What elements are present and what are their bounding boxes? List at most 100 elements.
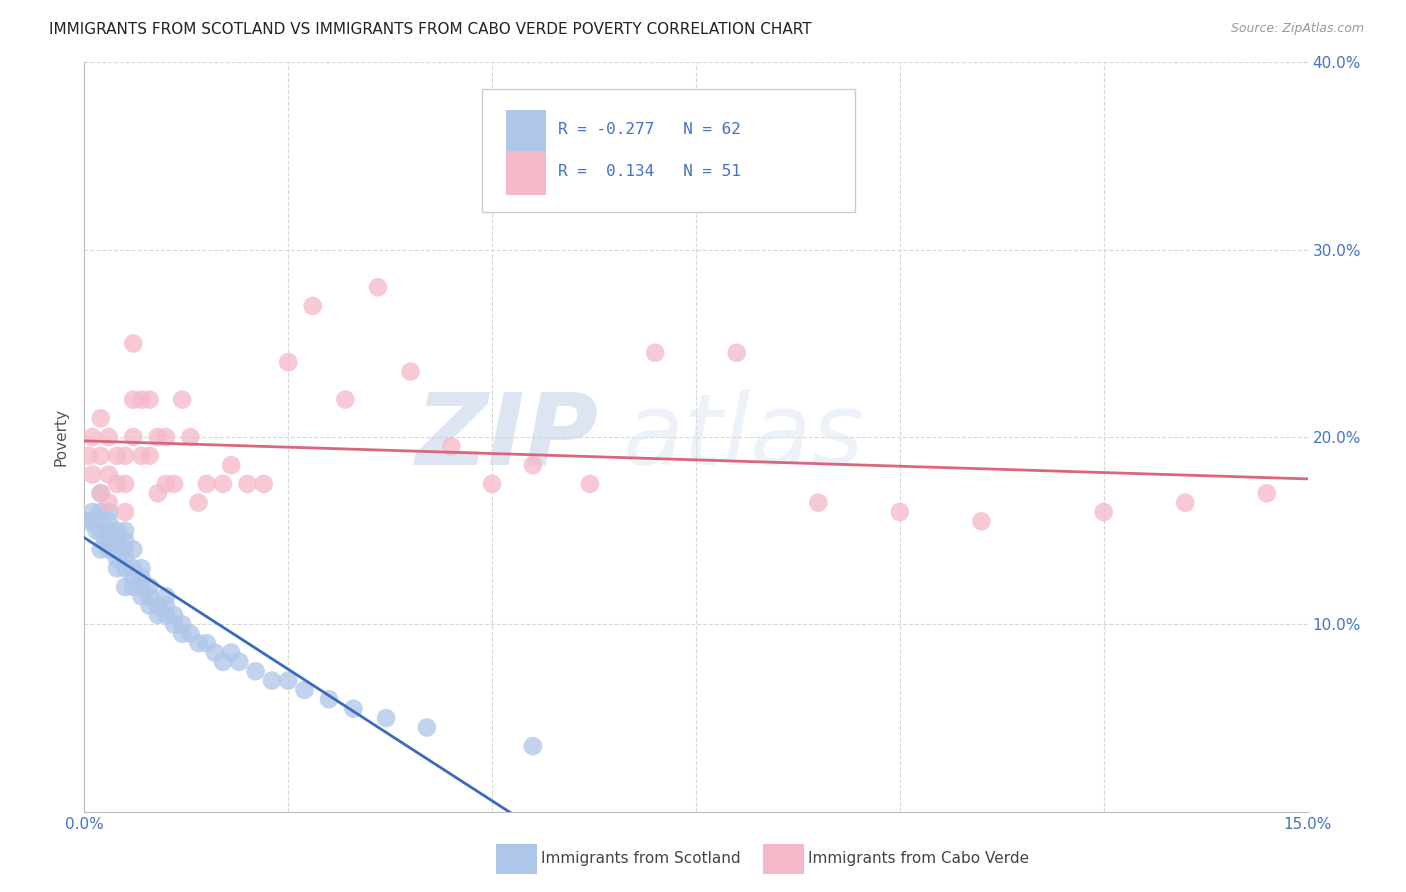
Point [342, 701, 364, 715]
Point [114, 551, 136, 566]
Point [97, 467, 120, 482]
Point [260, 673, 283, 688]
Point [146, 608, 169, 623]
Point [163, 608, 186, 623]
Point [131, 392, 153, 407]
Point [138, 449, 160, 463]
Point [277, 355, 299, 369]
Point [725, 345, 748, 359]
Point [807, 496, 830, 510]
Point [90, 524, 112, 538]
Text: R =  0.134   N = 51: R = 0.134 N = 51 [558, 164, 741, 179]
Point [90, 486, 112, 500]
Point [172, 626, 194, 640]
Point [146, 599, 169, 613]
Point [155, 608, 177, 623]
Point [172, 392, 194, 407]
Point [114, 561, 136, 575]
Point [163, 617, 186, 632]
Point [114, 449, 136, 463]
Point [105, 551, 128, 566]
Point [122, 430, 145, 444]
Point [114, 533, 136, 547]
Point [1174, 496, 1197, 510]
Point [163, 476, 186, 491]
Point [114, 580, 136, 594]
Point [204, 646, 226, 660]
Point [90, 411, 112, 425]
Point [101, 542, 124, 557]
Point [367, 280, 389, 294]
Point [122, 336, 145, 351]
Point [195, 476, 218, 491]
Point [155, 430, 177, 444]
Point [90, 449, 112, 463]
Point [82, 505, 104, 519]
Point [90, 505, 112, 519]
Point [138, 392, 160, 407]
Text: atlas: atlas [623, 389, 865, 485]
Point [155, 590, 177, 604]
Point [146, 430, 169, 444]
Point [138, 580, 160, 594]
Point [253, 476, 276, 491]
Point [219, 458, 242, 473]
Point [277, 673, 299, 688]
Point [146, 486, 169, 500]
Point [97, 505, 120, 519]
Point [77, 449, 100, 463]
Point [82, 430, 104, 444]
FancyBboxPatch shape [506, 151, 546, 195]
Point [1092, 505, 1115, 519]
Y-axis label: Poverty: Poverty [53, 408, 69, 467]
Point [122, 561, 145, 575]
Text: Immigrants from Cabo Verde: Immigrants from Cabo Verde [808, 852, 1029, 866]
Point [212, 476, 235, 491]
Point [131, 561, 153, 575]
Point [301, 299, 323, 313]
Point [114, 476, 136, 491]
Point [375, 711, 398, 725]
Point [644, 345, 666, 359]
Point [131, 571, 153, 585]
Point [131, 590, 153, 604]
Point [122, 571, 145, 585]
Point [97, 524, 120, 538]
Point [155, 476, 177, 491]
Text: IMMIGRANTS FROM SCOTLAND VS IMMIGRANTS FROM CABO VERDE POVERTY CORRELATION CHART: IMMIGRANTS FROM SCOTLAND VS IMMIGRANTS F… [49, 22, 811, 37]
Text: R = -0.277   N = 62: R = -0.277 N = 62 [558, 121, 741, 136]
Point [187, 496, 209, 510]
Point [82, 514, 104, 528]
Point [212, 655, 235, 669]
Point [335, 392, 357, 407]
Point [481, 476, 503, 491]
Text: ZIP: ZIP [415, 389, 598, 485]
Point [97, 514, 120, 528]
Point [105, 561, 128, 575]
Point [122, 392, 145, 407]
Point [82, 467, 104, 482]
Point [114, 524, 136, 538]
Point [97, 496, 120, 510]
Point [187, 636, 209, 650]
Point [228, 655, 250, 669]
Point [155, 599, 177, 613]
Point [90, 542, 112, 557]
Point [105, 524, 128, 538]
Point [105, 476, 128, 491]
Point [97, 533, 120, 547]
Point [219, 646, 242, 660]
Point [86, 524, 108, 538]
Point [77, 514, 100, 528]
Point [105, 542, 128, 557]
Point [131, 580, 153, 594]
Point [889, 505, 911, 519]
Point [416, 721, 439, 735]
Point [138, 590, 160, 604]
Point [318, 692, 340, 706]
Text: Immigrants from Scotland: Immigrants from Scotland [541, 852, 741, 866]
Point [97, 430, 120, 444]
Point [195, 636, 218, 650]
Point [294, 683, 316, 698]
Point [970, 514, 993, 528]
